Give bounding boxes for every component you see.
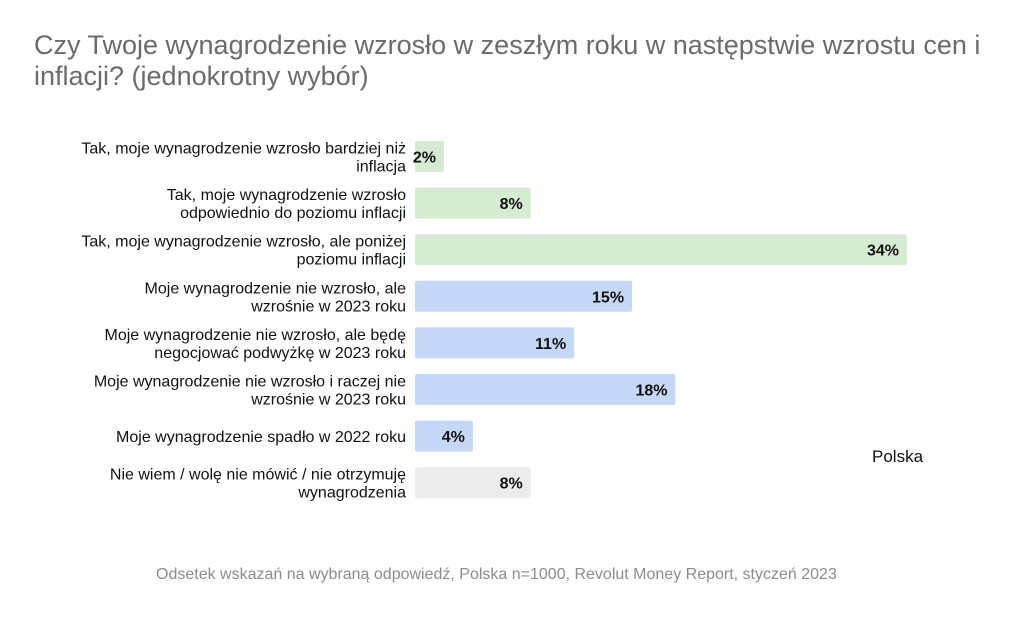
bar bbox=[415, 141, 444, 172]
bar bbox=[415, 280, 633, 312]
legend-label: Polska bbox=[872, 447, 924, 466]
category-label: Moje wynagrodzenie nie wzrosło, ale wzroś… bbox=[145, 280, 407, 315]
bar bbox=[415, 374, 676, 405]
data-label: 4% bbox=[442, 429, 465, 446]
data-label: 15% bbox=[592, 289, 624, 306]
bar bbox=[415, 327, 575, 359]
data-label: 11% bbox=[535, 336, 566, 353]
data-label: 18% bbox=[635, 383, 667, 400]
bar bbox=[415, 234, 907, 266]
bar bbox=[415, 420, 473, 452]
category-label: Nie wiem / wolę nie mówić / nie otrzymuj… bbox=[110, 467, 406, 502]
bar bbox=[415, 187, 531, 219]
chart-footnote: Odsetek wskazań na wybraną odpowiedź, Po… bbox=[156, 566, 837, 583]
category-label: Tak, moje wynagrodzenie wzrosło odpowiedn… bbox=[167, 187, 406, 222]
category-label: Moje wynagrodzenie nie wzrosło i raczej … bbox=[94, 374, 406, 409]
data-label: 8% bbox=[500, 476, 523, 493]
data-label: 34% bbox=[867, 243, 899, 260]
category-label: Tak, moje wynagrodzenie wzrosło, ale pon… bbox=[81, 234, 406, 269]
data-label: 2% bbox=[413, 150, 436, 167]
category-label: Moje wynagrodzenie spadło w 2022 roku bbox=[116, 429, 406, 446]
chart-title: Czy Twoje wynagrodzenie wzrosło w zeszły… bbox=[34, 30, 981, 91]
category-label: Tak, moje wynagrodzenie wzrosło bardziej… bbox=[81, 141, 406, 176]
category-label: Moje wynagrodzenie nie wzrosło, ale będę… bbox=[104, 327, 406, 362]
data-label: 8% bbox=[500, 196, 523, 213]
bar bbox=[415, 467, 531, 499]
